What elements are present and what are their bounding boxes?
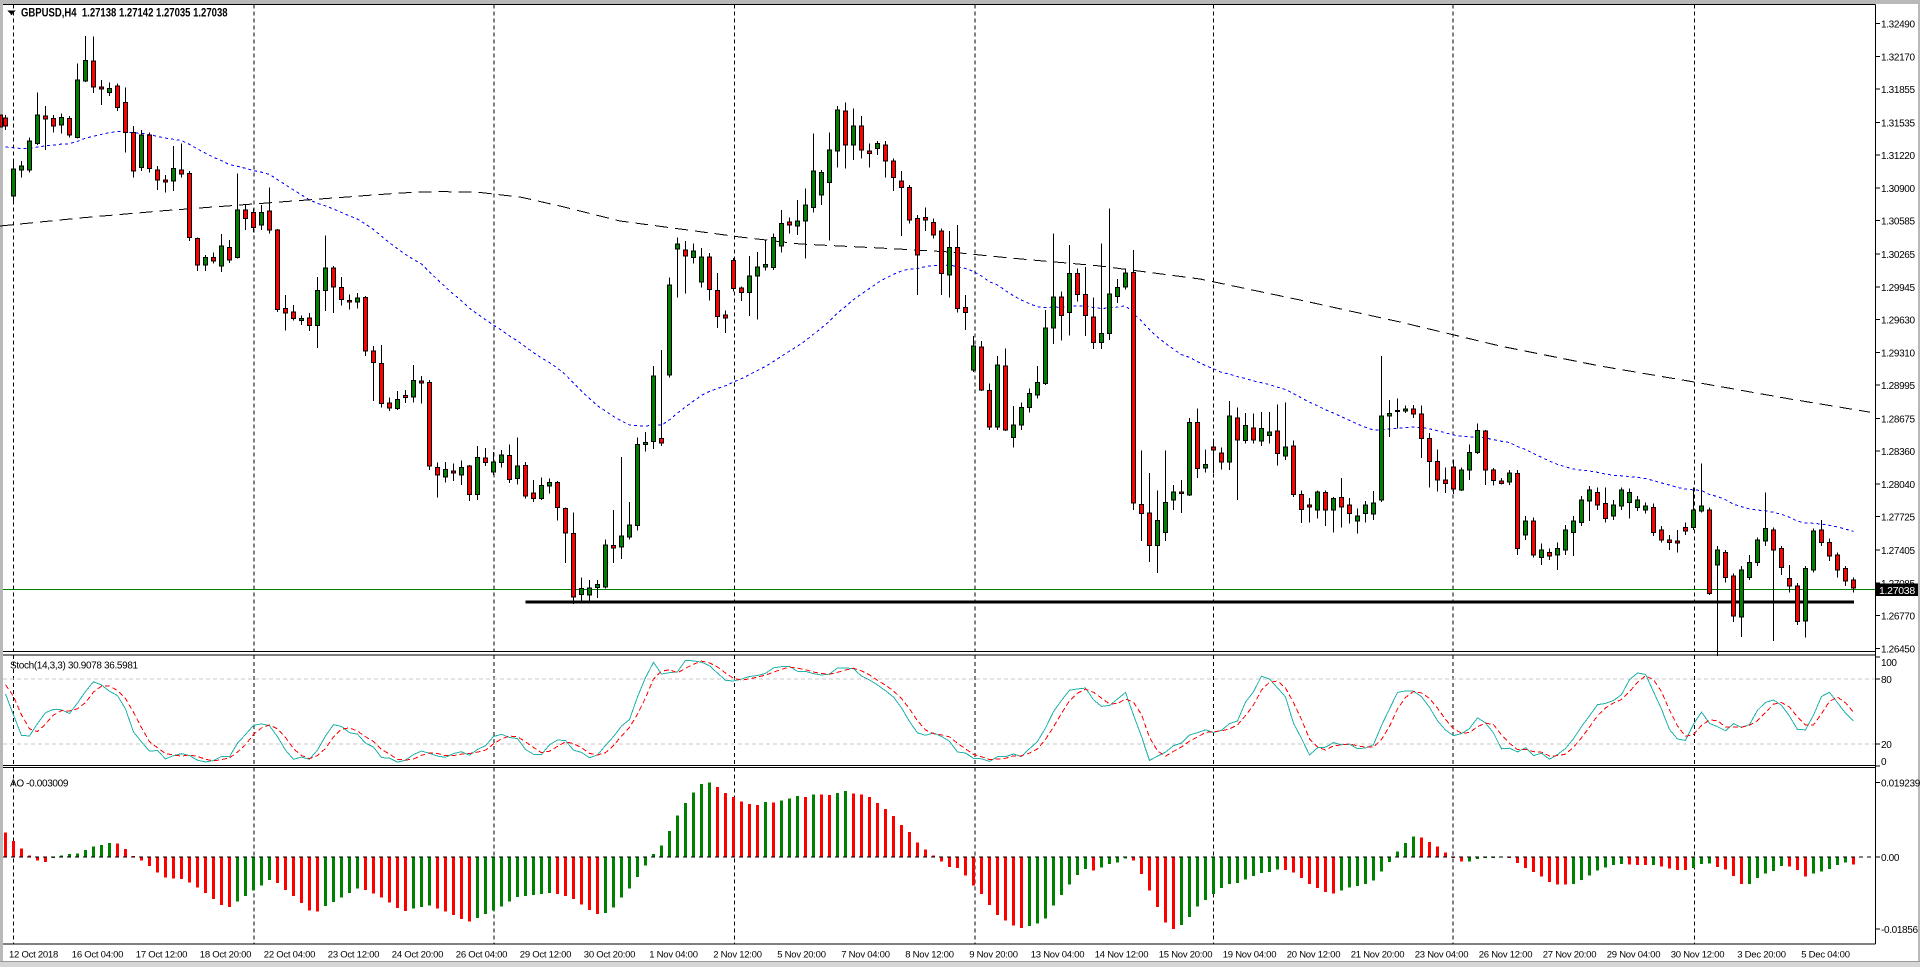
svg-text:1.26450: 1.26450 bbox=[1881, 645, 1915, 656]
svg-text:-0.01856: -0.01856 bbox=[1881, 925, 1918, 936]
svg-text:20 Nov 12:00: 20 Nov 12:00 bbox=[1287, 950, 1341, 961]
svg-text:80: 80 bbox=[1881, 675, 1892, 686]
svg-text:3 Dec 20:00: 3 Dec 20:00 bbox=[1737, 950, 1785, 961]
svg-text:Stoch(14,3,3) 30.9078 36.5981: Stoch(14,3,3) 30.9078 36.5981 bbox=[10, 661, 139, 672]
svg-text:1.27038: 1.27038 bbox=[1879, 585, 1915, 597]
svg-text:1.29945: 1.29945 bbox=[1881, 283, 1915, 294]
svg-text:22 Oct 04:00: 22 Oct 04:00 bbox=[264, 950, 315, 961]
svg-text:1.26770: 1.26770 bbox=[1881, 612, 1915, 623]
svg-text:1.29310: 1.29310 bbox=[1881, 349, 1915, 360]
svg-text:16 Oct 04:00: 16 Oct 04:00 bbox=[72, 950, 123, 961]
svg-text:29 Oct 12:00: 29 Oct 12:00 bbox=[520, 950, 571, 961]
svg-text:0.019239: 0.019239 bbox=[1881, 779, 1920, 790]
svg-text:1.30585: 1.30585 bbox=[1881, 217, 1915, 228]
svg-text:AO -0.003009: AO -0.003009 bbox=[10, 779, 69, 790]
svg-text:17 Oct 12:00: 17 Oct 12:00 bbox=[136, 950, 187, 961]
svg-text:1.29630: 1.29630 bbox=[1881, 316, 1915, 327]
svg-text:24 Oct 20:00: 24 Oct 20:00 bbox=[392, 950, 443, 961]
svg-text:15 Nov 20:00: 15 Nov 20:00 bbox=[1159, 950, 1213, 961]
svg-text:14 Nov 12:00: 14 Nov 12:00 bbox=[1095, 950, 1149, 961]
svg-text:5 Dec 04:00: 5 Dec 04:00 bbox=[1801, 950, 1849, 961]
svg-text:7 Nov 04:00: 7 Nov 04:00 bbox=[841, 950, 889, 961]
svg-text:0: 0 bbox=[1881, 757, 1887, 768]
svg-text:20: 20 bbox=[1881, 740, 1892, 751]
svg-text:1.31535: 1.31535 bbox=[1881, 118, 1915, 129]
svg-text:21 Nov 20:00: 21 Nov 20:00 bbox=[1351, 950, 1405, 961]
svg-text:1.28995: 1.28995 bbox=[1881, 381, 1915, 392]
svg-text:1 Nov 04:00: 1 Nov 04:00 bbox=[649, 950, 697, 961]
svg-text:1.27725: 1.27725 bbox=[1881, 513, 1915, 524]
svg-text:19 Nov 04:00: 19 Nov 04:00 bbox=[1223, 950, 1277, 961]
svg-text:30 Oct 20:00: 30 Oct 20:00 bbox=[584, 950, 635, 961]
svg-text:13 Nov 04:00: 13 Nov 04:00 bbox=[1031, 950, 1085, 961]
svg-text:1.28675: 1.28675 bbox=[1881, 414, 1915, 425]
svg-text:1.31220: 1.31220 bbox=[1881, 151, 1915, 162]
svg-text:1.28360: 1.28360 bbox=[1881, 447, 1915, 458]
svg-text:GBPUSD,H4 1.27138 1.27142 1.2: GBPUSD,H4 1.27138 1.27142 1.27035 1.2703… bbox=[21, 7, 228, 20]
svg-text:8 Nov 12:00: 8 Nov 12:00 bbox=[905, 950, 953, 961]
svg-text:1.27405: 1.27405 bbox=[1881, 546, 1915, 557]
svg-text:1.30900: 1.30900 bbox=[1881, 184, 1915, 195]
svg-text:12 Oct 2018: 12 Oct 2018 bbox=[9, 950, 58, 961]
svg-text:1.28040: 1.28040 bbox=[1881, 480, 1915, 491]
svg-text:23 Oct 12:00: 23 Oct 12:00 bbox=[328, 950, 379, 961]
svg-text:2 Nov 12:00: 2 Nov 12:00 bbox=[713, 950, 761, 961]
svg-text:18 Oct 20:00: 18 Oct 20:00 bbox=[200, 950, 251, 961]
svg-text:9 Nov 20:00: 9 Nov 20:00 bbox=[969, 950, 1017, 961]
svg-text:1.31855: 1.31855 bbox=[1881, 85, 1915, 96]
svg-text:30 Nov 12:00: 30 Nov 12:00 bbox=[1671, 950, 1725, 961]
svg-text:26 Nov 12:00: 26 Nov 12:00 bbox=[1479, 950, 1533, 961]
svg-text:27 Nov 20:00: 27 Nov 20:00 bbox=[1543, 950, 1597, 961]
svg-text:1.32490: 1.32490 bbox=[1881, 20, 1915, 31]
svg-text:23 Nov 04:00: 23 Nov 04:00 bbox=[1415, 950, 1469, 961]
svg-text:1.30265: 1.30265 bbox=[1881, 250, 1915, 261]
svg-text:100: 100 bbox=[1881, 658, 1897, 669]
svg-text:29 Nov 04:00: 29 Nov 04:00 bbox=[1607, 950, 1661, 961]
svg-text:5 Nov 20:00: 5 Nov 20:00 bbox=[777, 950, 825, 961]
svg-text:26 Oct 04:00: 26 Oct 04:00 bbox=[456, 950, 507, 961]
svg-text:0.00: 0.00 bbox=[1881, 853, 1900, 864]
svg-text:1.32170: 1.32170 bbox=[1881, 53, 1915, 64]
